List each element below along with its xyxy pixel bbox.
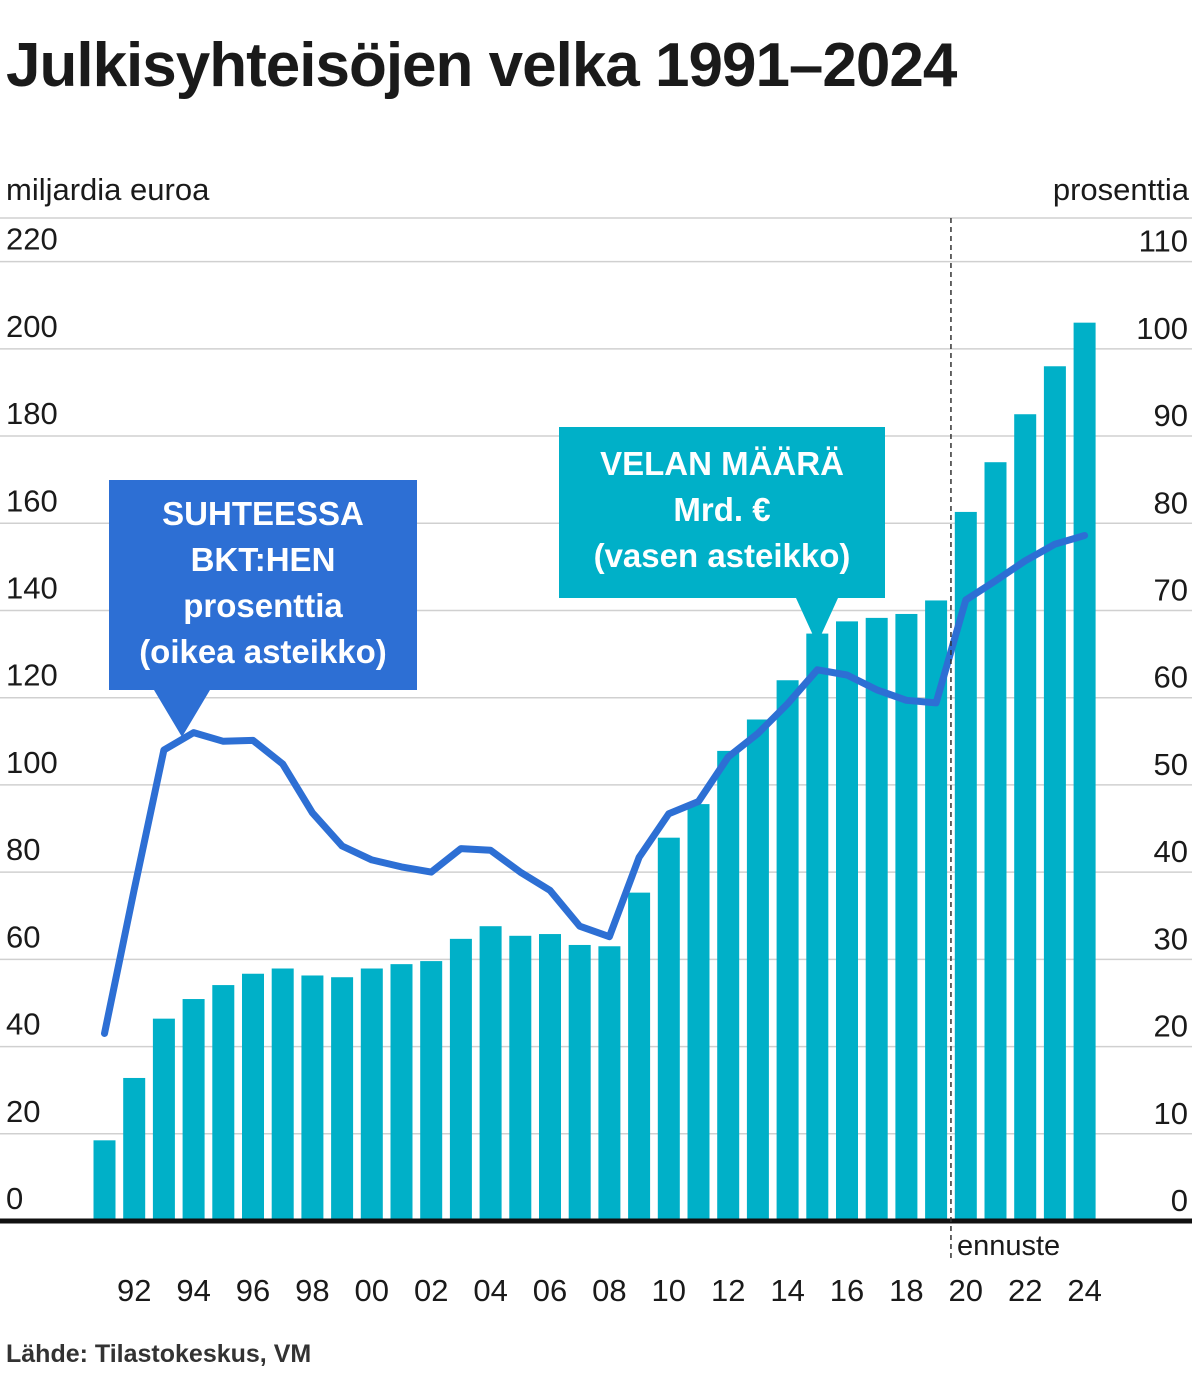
x-tick-label: 22 bbox=[1008, 1273, 1042, 1308]
bar-series bbox=[93, 322, 1096, 1222]
bar bbox=[360, 968, 383, 1221]
bar bbox=[182, 999, 205, 1221]
bar bbox=[242, 973, 264, 1221]
left-tick-label: 40 bbox=[6, 1007, 40, 1042]
right-tick-label: 70 bbox=[1154, 572, 1188, 607]
right-tick-label: 10 bbox=[1154, 1096, 1188, 1131]
bar bbox=[954, 511, 977, 1221]
bar bbox=[539, 934, 561, 1221]
bar bbox=[628, 892, 651, 1221]
x-tick-label: 94 bbox=[176, 1273, 210, 1308]
bar bbox=[1043, 366, 1066, 1222]
x-tick-label: 10 bbox=[652, 1273, 686, 1308]
left-tick-label: 200 bbox=[6, 309, 58, 344]
bar bbox=[657, 837, 680, 1221]
x-tick-label: 06 bbox=[533, 1273, 567, 1308]
right-tick-label: 20 bbox=[1154, 1009, 1188, 1044]
bar bbox=[301, 975, 324, 1221]
x-tick-label: 24 bbox=[1067, 1273, 1101, 1308]
amount-callout-box bbox=[559, 427, 885, 644]
bar bbox=[449, 938, 472, 1221]
ratio-callout-text: prosenttia bbox=[183, 587, 343, 624]
left-tick-label: 180 bbox=[6, 396, 58, 431]
amount-callout-text: Mrd. € bbox=[673, 491, 770, 528]
right-tick-label: 30 bbox=[1154, 921, 1188, 956]
right-tick-label: 90 bbox=[1154, 398, 1188, 433]
line-series bbox=[101, 532, 1089, 1037]
bar bbox=[152, 1018, 175, 1221]
right-tick-label: 50 bbox=[1154, 747, 1188, 782]
bar bbox=[390, 964, 413, 1221]
amount-callout-text: (vasen asteikko) bbox=[594, 537, 851, 574]
bar bbox=[509, 935, 532, 1221]
ratio-callout-text: BKT:HEN bbox=[191, 541, 336, 578]
chart-title: Julkisyhteisöjen velka 1991–2024 bbox=[6, 31, 957, 100]
left-tick-label: 140 bbox=[6, 570, 58, 605]
bar bbox=[806, 633, 829, 1221]
x-tick-label: 16 bbox=[830, 1273, 864, 1308]
bar bbox=[1014, 414, 1037, 1221]
x-axis-ticks: 92 94 96 98 00 02 04 06 08 10 12 14 16 18 20 22 24 bbox=[117, 1273, 1102, 1308]
x-tick-label: 00 bbox=[355, 1273, 389, 1308]
bar bbox=[865, 617, 888, 1221]
x-tick-label: 96 bbox=[236, 1273, 270, 1308]
forecast-label: ennuste bbox=[957, 1230, 1060, 1262]
bar bbox=[420, 961, 443, 1221]
right-axis-ticks: 0 10 20 30 40 50 60 70 80 90 100 110 bbox=[1136, 224, 1188, 1218]
right-tick-label: 60 bbox=[1154, 660, 1188, 695]
x-tick-label: 12 bbox=[711, 1273, 745, 1308]
ratio-callout-box bbox=[109, 480, 417, 737]
left-tick-label: 220 bbox=[6, 222, 58, 257]
right-tick-label: 40 bbox=[1154, 834, 1188, 869]
source-note: Lähde: Tilastokeskus, VM bbox=[6, 1340, 312, 1368]
x-tick-label: 92 bbox=[117, 1273, 151, 1308]
bar bbox=[1073, 322, 1096, 1221]
x-tick-label: 18 bbox=[889, 1273, 923, 1308]
right-tick-label: 0 bbox=[1171, 1183, 1188, 1218]
left-axis-ticks: 0 20 40 60 80 100 120 140 160 180 200 220 bbox=[6, 222, 58, 1216]
bar bbox=[925, 600, 948, 1221]
bar bbox=[93, 1140, 116, 1221]
bar bbox=[776, 680, 799, 1221]
x-tick-label: 98 bbox=[295, 1273, 329, 1308]
amount-callout-text: VELAN MÄÄRÄ bbox=[600, 445, 844, 482]
bar bbox=[746, 719, 769, 1221]
left-tick-label: 0 bbox=[6, 1181, 23, 1216]
x-tick-label: 04 bbox=[473, 1273, 507, 1308]
x-tick-label: 14 bbox=[770, 1273, 804, 1308]
ratio-callout-text: (oikea asteikko) bbox=[139, 633, 387, 670]
bar bbox=[836, 621, 858, 1221]
bar bbox=[331, 977, 354, 1221]
left-tick-label: 60 bbox=[6, 919, 40, 954]
ratio-line bbox=[101, 532, 1089, 1037]
left-tick-label: 100 bbox=[6, 745, 58, 780]
annotations: SUHTEESSA BKT:HEN prosenttia (oikea asteikk… bbox=[109, 427, 885, 737]
x-tick-label: 02 bbox=[414, 1273, 448, 1308]
bar bbox=[479, 926, 502, 1221]
left-tick-label: 20 bbox=[6, 1094, 40, 1129]
bar bbox=[271, 968, 294, 1221]
bar bbox=[717, 750, 740, 1221]
left-tick-label: 80 bbox=[6, 832, 40, 867]
bar bbox=[598, 946, 621, 1221]
left-tick-label: 160 bbox=[6, 483, 58, 518]
right-tick-label: 110 bbox=[1139, 224, 1188, 259]
bar bbox=[687, 804, 710, 1221]
x-tick-label: 08 bbox=[592, 1273, 626, 1308]
right-tick-label: 100 bbox=[1136, 311, 1188, 346]
bar bbox=[568, 944, 591, 1221]
forecast-marker: ennuste bbox=[950, 218, 1060, 1262]
bar bbox=[895, 613, 918, 1221]
ratio-callout-text: SUHTEESSA bbox=[162, 495, 364, 532]
bar bbox=[123, 1077, 146, 1221]
right-axis-label: prosenttia bbox=[1052, 172, 1189, 207]
x-tick-label: 20 bbox=[949, 1273, 983, 1308]
bar bbox=[212, 985, 235, 1221]
left-tick-label: 120 bbox=[6, 658, 58, 693]
right-tick-label: 80 bbox=[1154, 485, 1188, 520]
bar bbox=[984, 462, 1007, 1221]
left-axis-label: miljardia euroa bbox=[6, 172, 210, 207]
